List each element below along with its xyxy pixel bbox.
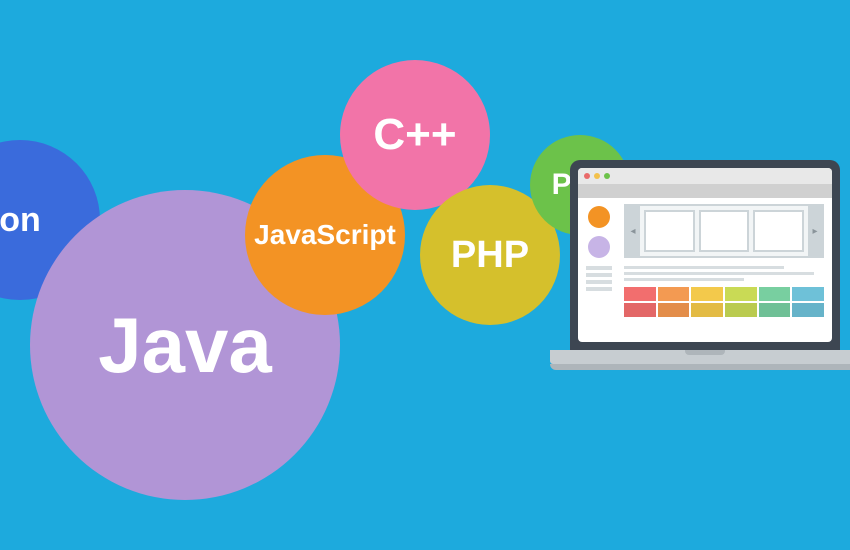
sidebar-line [586, 280, 612, 284]
color-swatch [725, 303, 757, 317]
traffic-light-close-icon [584, 173, 590, 179]
color-swatch [759, 287, 791, 301]
sidebar-lines [582, 266, 616, 291]
text-line [624, 278, 744, 281]
text-line [624, 272, 814, 275]
browser-content: ◂ ▸ [578, 198, 832, 342]
traffic-light-max-icon [604, 173, 610, 179]
color-swatch [759, 303, 791, 317]
sidebar-dot-orange [588, 206, 610, 228]
color-swatch [658, 287, 690, 301]
browser-window: ◂ ▸ [578, 168, 832, 342]
sidebar-line [586, 266, 612, 270]
color-swatch [624, 287, 656, 301]
traffic-light-min-icon [594, 173, 600, 179]
color-swatch [725, 287, 757, 301]
browser-tabbar [578, 184, 832, 198]
carousel-slide [753, 210, 804, 252]
color-swatch [691, 303, 723, 317]
color-swatch-grid [624, 287, 824, 317]
laptop-base-shadow [550, 364, 850, 370]
content-sidebar [578, 198, 620, 342]
sidebar-line [586, 287, 612, 291]
color-swatch [691, 287, 723, 301]
sidebar-line [586, 273, 612, 277]
color-swatch [792, 303, 824, 317]
laptop-illustration: ◂ ▸ [570, 160, 850, 370]
color-swatch [658, 303, 690, 317]
carousel-slide [699, 210, 750, 252]
laptop-frame: ◂ ▸ [570, 160, 840, 350]
content-main: ◂ ▸ [620, 198, 832, 342]
carousel-prev-icon: ◂ [626, 206, 640, 256]
color-swatch [624, 303, 656, 317]
carousel-slide [644, 210, 695, 252]
carousel-next-icon: ▸ [808, 206, 822, 256]
color-swatch [792, 287, 824, 301]
hero-carousel: ◂ ▸ [624, 204, 824, 258]
text-block [624, 264, 824, 281]
sidebar-dot-purple [588, 236, 610, 258]
laptop-base [550, 350, 850, 364]
text-line [624, 266, 784, 269]
carousel-slides [640, 206, 808, 256]
browser-titlebar [578, 168, 832, 184]
